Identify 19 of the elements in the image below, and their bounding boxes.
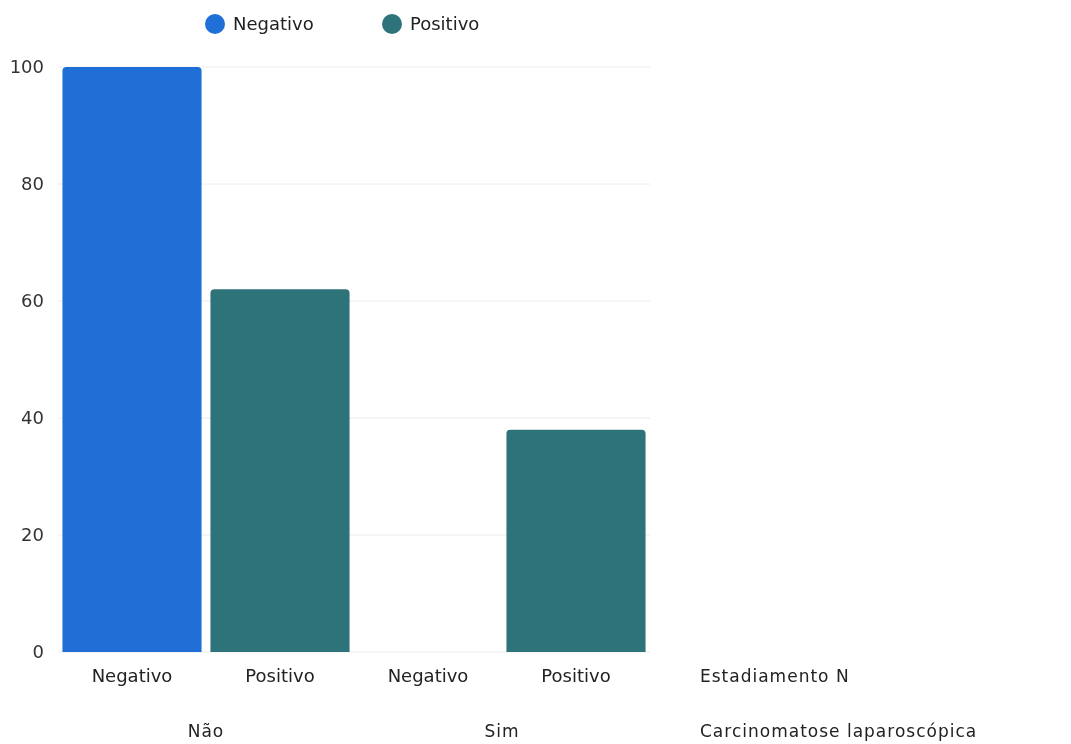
y-tick-label: 100: [9, 56, 44, 78]
legend-label: Positivo: [410, 13, 480, 35]
x-tick-label: Positivo: [245, 665, 315, 686]
y-tick-label: 0: [32, 641, 44, 663]
x-tick-label: Negativo: [91, 665, 173, 686]
bar: [210, 289, 350, 652]
y-tick-label: 80: [21, 173, 44, 195]
x-tick-label: Positivo: [541, 665, 611, 686]
legend-label: Negativo: [233, 13, 314, 35]
y-tick-label: 40: [21, 407, 44, 429]
bar: [62, 67, 202, 652]
text: Sim: [484, 721, 520, 741]
text: Não: [187, 721, 225, 741]
bar: [506, 429, 646, 652]
text: Carcinomatose laparoscópica: [700, 721, 978, 741]
y-tick-label: 20: [21, 524, 44, 546]
x-tick-label: Negativo: [387, 665, 469, 686]
y-tick-label: 60: [21, 290, 44, 312]
x-axis-title: Estadiamento N: [700, 666, 850, 686]
